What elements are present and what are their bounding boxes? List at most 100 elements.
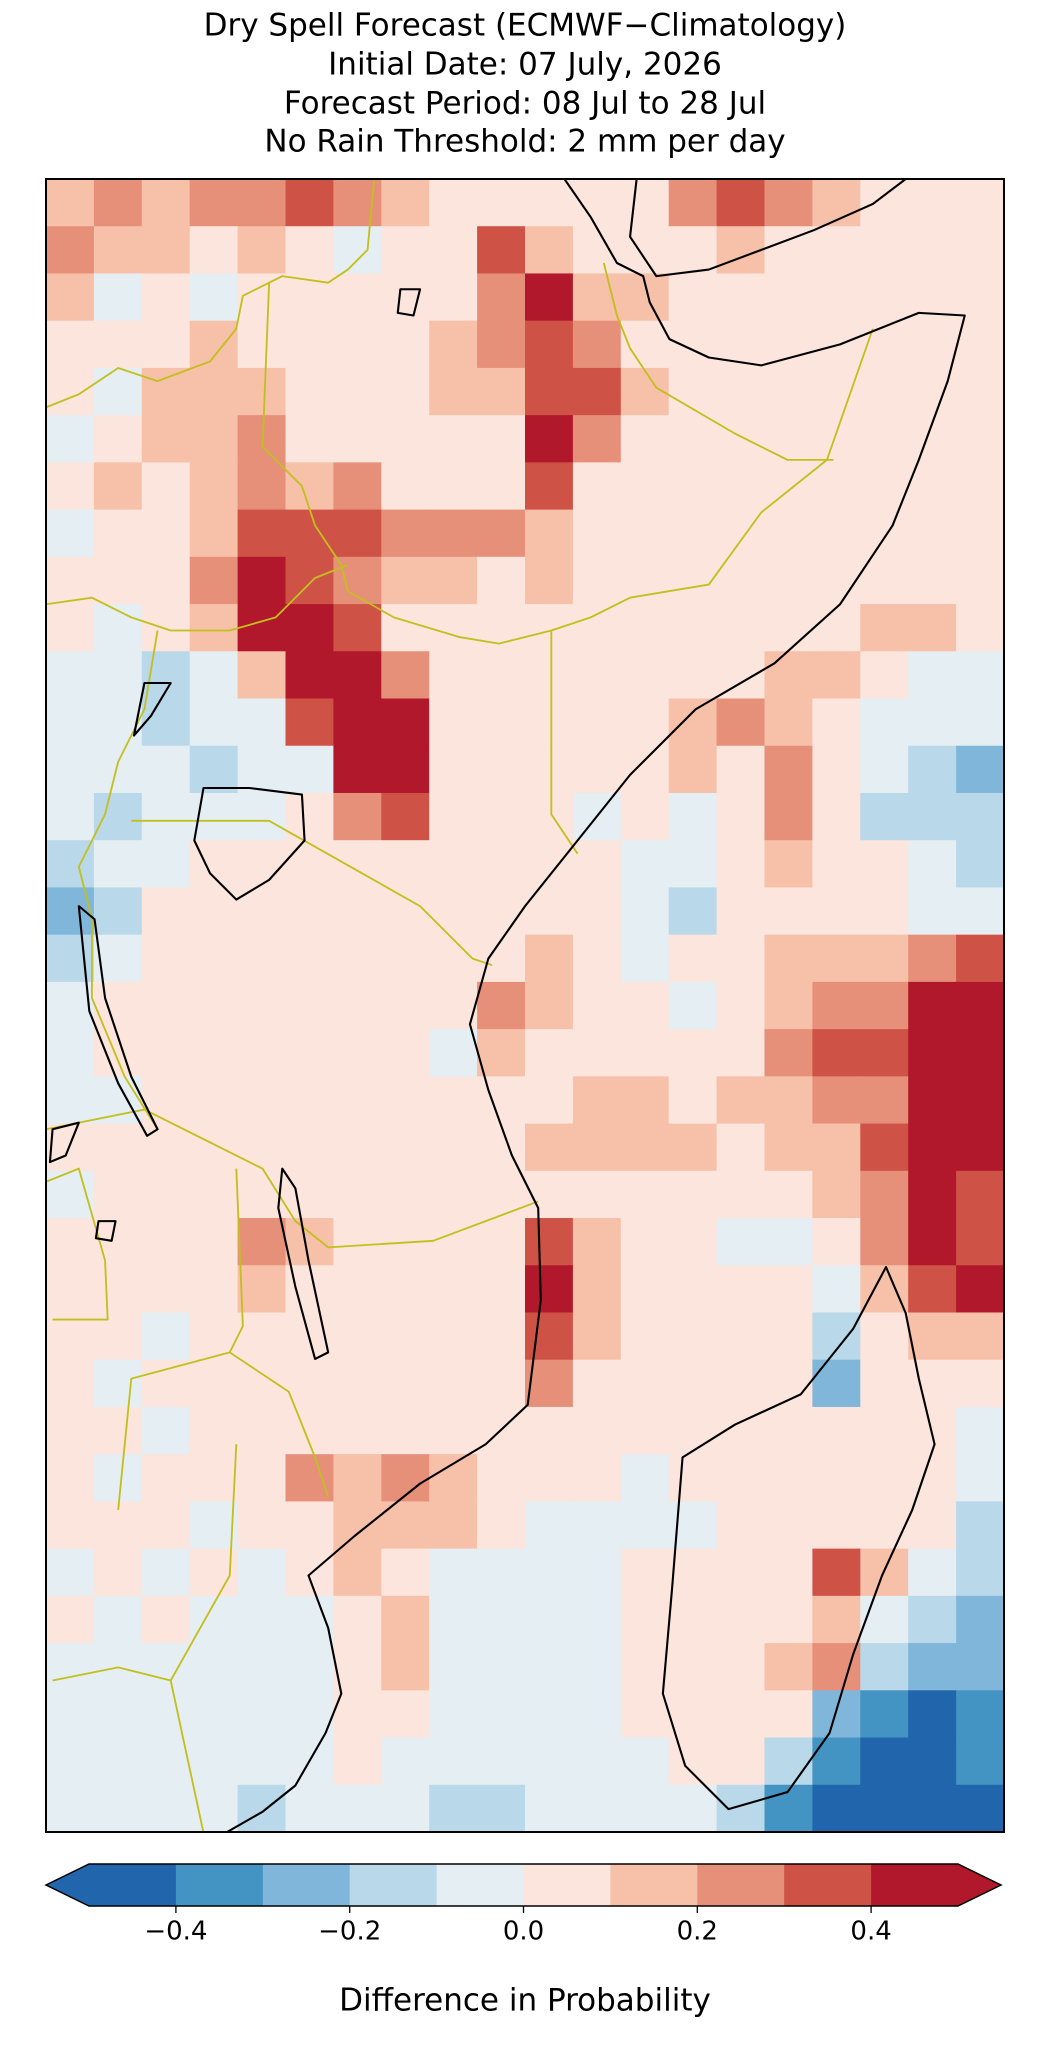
grid-cell <box>93 226 143 275</box>
grid-cell <box>237 887 287 936</box>
coastline <box>661 1266 936 1811</box>
grid-cell <box>429 1218 478 1266</box>
grid-cell <box>860 1265 909 1314</box>
grid-cell <box>189 1170 239 1219</box>
grid-cell <box>93 1737 143 1786</box>
grid-cell <box>237 1690 287 1739</box>
grid-cell <box>429 273 478 322</box>
grid-cell <box>525 981 574 1030</box>
grid-cell <box>429 792 478 841</box>
grid-cell <box>525 745 574 794</box>
grid-cell <box>572 651 622 700</box>
grid-cell <box>860 179 909 227</box>
grid-cell <box>956 179 1004 227</box>
grid-cell <box>716 179 766 227</box>
grid-cell <box>93 698 143 747</box>
grid-cell <box>46 934 95 983</box>
grid-cell <box>908 1595 957 1644</box>
grid-cell <box>716 1123 766 1172</box>
grid-cell <box>189 320 239 369</box>
grid-cell <box>716 1643 766 1691</box>
grid-cell <box>429 1123 478 1172</box>
grid-cell <box>860 1359 909 1408</box>
grid-cell <box>285 556 334 605</box>
grid-cell <box>381 462 430 511</box>
grid-cell <box>668 1123 718 1172</box>
colorbar-segment <box>610 1864 698 1906</box>
grid-cell <box>285 509 334 558</box>
grid-cell <box>429 651 478 700</box>
grid-cell <box>237 273 287 322</box>
grid-cell <box>141 1501 191 1550</box>
colorbar-tick-label: 0.2 <box>677 1917 718 1947</box>
grid-cell <box>141 1595 191 1644</box>
grid-cell <box>477 1784 526 1832</box>
grid-cell <box>620 1501 670 1550</box>
grid-cell <box>93 1170 143 1219</box>
grid-cell <box>429 698 478 747</box>
grid-cell <box>764 887 813 936</box>
grid-cell <box>141 698 191 747</box>
grid-cell <box>668 509 718 558</box>
grid-cell <box>429 1076 478 1125</box>
grid-cell <box>429 840 478 889</box>
grid-cell <box>333 273 382 322</box>
grid-cell <box>333 934 382 983</box>
grid-cell <box>237 1265 287 1314</box>
grid-cell <box>908 981 957 1030</box>
grid-cell <box>716 1595 766 1644</box>
grid-cell <box>285 179 334 227</box>
grid-cell <box>333 1454 382 1502</box>
grid-cell <box>668 604 718 652</box>
grid-cell <box>764 840 813 889</box>
grid-cell <box>716 462 766 511</box>
colorbar-tick-label: 0.0 <box>503 1917 544 1947</box>
grid-cell <box>285 1595 334 1644</box>
grid-cell <box>381 1784 430 1832</box>
grid-cell <box>285 415 334 463</box>
grid-cell <box>189 415 239 463</box>
grid-cell <box>764 698 813 747</box>
grid-cell <box>333 1076 382 1125</box>
grid-cell <box>285 934 334 983</box>
grid-cell <box>189 1643 239 1691</box>
colorbar-segment <box>175 1864 264 1906</box>
country-border <box>52 1351 330 1832</box>
grid-cell <box>46 1501 95 1550</box>
grid-cell <box>572 840 622 889</box>
grid-cell <box>525 604 574 652</box>
grid-cell <box>620 462 670 511</box>
grid-cell <box>429 1359 478 1408</box>
country-border <box>46 179 376 409</box>
grid-cell <box>333 745 382 794</box>
grid-cell <box>860 934 909 983</box>
grid-cell <box>141 1454 191 1502</box>
grid-cell <box>572 1265 622 1314</box>
grid-cell <box>812 1312 861 1361</box>
grid-cell <box>525 934 574 983</box>
grid-cell <box>956 273 1004 322</box>
grid-cell <box>46 840 95 889</box>
grid-cell <box>572 698 622 747</box>
grid-cell <box>764 1595 813 1644</box>
grid-cell <box>860 840 909 889</box>
grid-cell <box>429 934 478 983</box>
grid-cell <box>620 1170 670 1219</box>
colorbar-segment <box>349 1864 438 1906</box>
grid-cell <box>333 320 382 369</box>
grid-cell <box>525 556 574 605</box>
grid-cell <box>668 320 718 369</box>
grid-cell <box>860 1595 909 1644</box>
grid-cell <box>285 367 334 416</box>
grid-cell <box>141 1548 191 1597</box>
grid-cell <box>477 1029 526 1077</box>
grid-cell <box>285 651 334 700</box>
grid-cell <box>525 651 574 700</box>
grid-cell <box>141 1690 191 1739</box>
grid-cell <box>285 1265 334 1314</box>
grid-cell <box>860 792 909 841</box>
grid-cell <box>141 840 191 889</box>
grid-cell <box>860 1123 909 1172</box>
colorbar: −0.4 −0.2 0.0 0.2 0.4 <box>44 1863 1003 1947</box>
grid-cell <box>812 1406 861 1455</box>
